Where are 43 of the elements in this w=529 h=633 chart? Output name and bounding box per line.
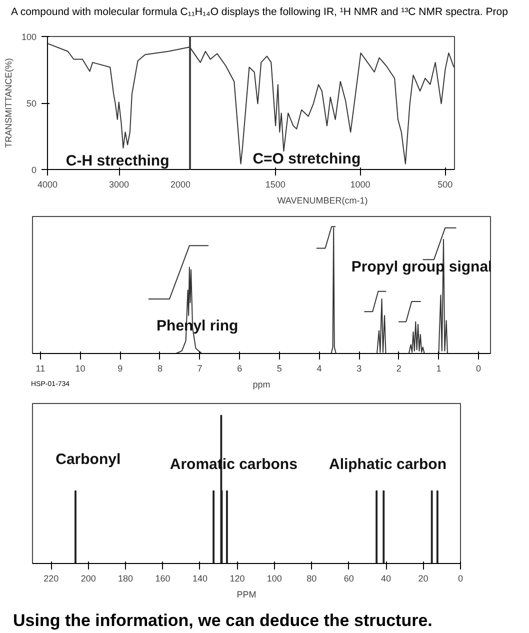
x-tick-label: 5	[276, 364, 282, 374]
x-tick-label: 40	[381, 574, 392, 584]
y-tick-label: 50	[26, 98, 37, 108]
x-tick-label: 4000	[37, 180, 58, 190]
x-tick-label: 4	[316, 364, 322, 374]
x-tick-label: 0	[476, 364, 482, 374]
annotation: Aliphatic carbon	[328, 456, 447, 473]
x-tick-label: 180	[118, 574, 134, 584]
x-tick-label: 7	[197, 364, 202, 374]
annotation: C-H strecthing	[66, 152, 170, 170]
x-tick-label: 60	[344, 574, 354, 584]
x-tick-label: 11	[36, 364, 46, 374]
x-tick-label: 1000	[350, 180, 370, 190]
y-tick-label: 100	[21, 32, 37, 42]
text: Using the information, we can deduce the structure.	[13, 610, 432, 632]
x-tick-label: 10	[75, 364, 86, 374]
x-tick-label: 8	[157, 364, 162, 374]
x-axis-title: ppm	[252, 380, 270, 390]
x-tick-label: 3000	[108, 180, 130, 190]
x-tick-label: 220	[44, 574, 59, 584]
x-tick-label: 2	[396, 364, 402, 374]
x-tick-label: 20	[418, 574, 428, 584]
x-tick-label: 160	[155, 574, 170, 584]
x-axis-title: PPM	[236, 590, 256, 600]
x-tick-label: 120	[230, 574, 245, 584]
x-tick-label: 200	[80, 574, 96, 584]
x-tick-label: 500	[438, 180, 453, 190]
x-tick-label: 80	[306, 574, 317, 584]
annotation: C=O stretching	[252, 150, 361, 168]
x-tick-label: 140	[192, 574, 208, 584]
x-tick-label: 0	[458, 574, 464, 584]
x-tick-label: 2000	[170, 180, 191, 190]
y-tick-label: 0	[31, 165, 37, 175]
x-tick-label: 9	[118, 364, 123, 374]
x-tick-label: 1500	[265, 180, 286, 190]
annotation: Carbonyl	[56, 451, 121, 468]
x-axis-title: WAVENUMBER(cm-1)	[277, 196, 368, 206]
text: A compound with molecular formula C₁₁H₁₄O displays the following IR, ¹H NMR and ¹³C NMR spectra. Prop	[11, 5, 508, 20]
y-axis-title: TRANSMITTANCE(%)	[3, 58, 14, 148]
x-tick-label: 1	[436, 364, 442, 374]
x-tick-label: 3	[356, 364, 362, 374]
x-tick-label: 100	[266, 574, 282, 584]
x-tick-label: 6	[237, 364, 242, 374]
